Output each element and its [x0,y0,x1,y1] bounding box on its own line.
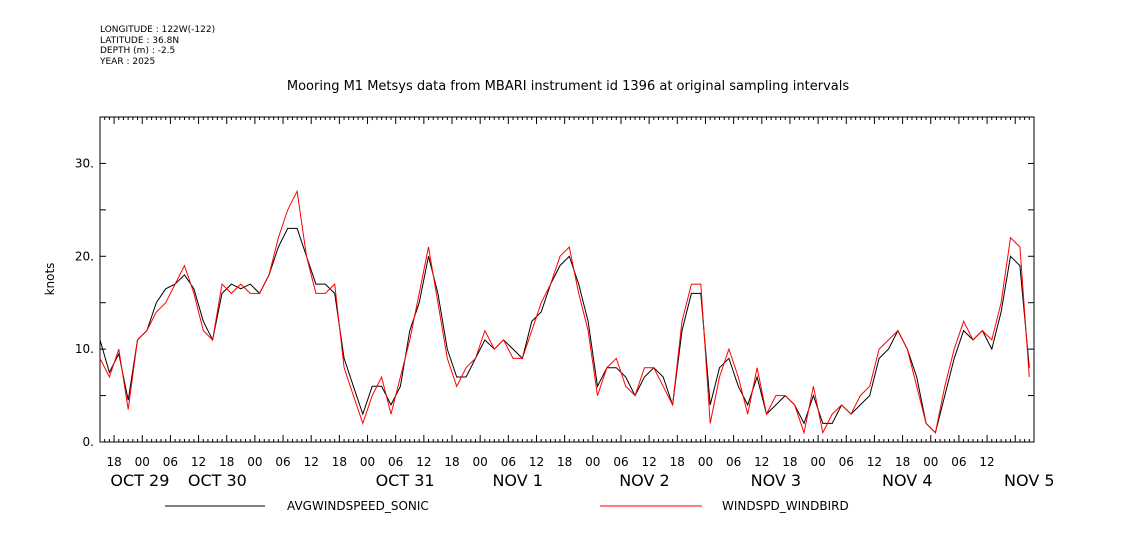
x-day-label: NOV 4 [882,471,933,490]
y-axis-label: knots [43,263,57,296]
series-line-1 [99,189,1030,435]
series-line-0 [99,227,1030,434]
y-tick-label: 20. [75,249,94,263]
x-day-label: OCT 29 [110,471,169,490]
x-day-label: NOV 2 [619,471,670,490]
x-tick-label: 12 [754,455,769,469]
x-tick-label: 00 [135,455,150,469]
depth-text: DEPTH (m) : -2.5 [100,46,176,56]
x-tick-label: 12 [979,455,994,469]
x-tick-label: 18 [332,455,347,469]
x-tick-label: 06 [951,455,966,469]
x-tick-label: 12 [191,455,206,469]
x-tick-label: 00 [923,455,938,469]
y-tick-label: 30. [75,156,94,170]
x-tick-label: 18 [106,455,121,469]
x-day-label: NOV 3 [751,471,802,490]
x-tick-label: 00 [247,455,262,469]
x-tick-label: 00 [810,455,825,469]
x-tick-label: 18 [895,455,910,469]
legend-label: AVGWINDSPEED_SONIC [287,499,429,513]
x-day-label: NOV 1 [492,471,543,490]
x-tick-label: 12 [641,455,656,469]
longitude-text: LONGITUDE : 122W(-122) [100,25,216,35]
x-tick-label: 18 [557,455,572,469]
x-tick-label: 18 [444,455,459,469]
y-tick-label: 0. [83,435,94,449]
x-tick-label: 06 [275,455,290,469]
x-tick-label: 12 [416,455,431,469]
y-tick-label: 10. [75,342,94,356]
x-day-label: OCT 30 [188,471,247,490]
chart-title: Mooring M1 Metsys data from MBARI instru… [287,79,849,94]
legend: AVGWINDSPEED_SONIC WINDSPD_WINDBIRD [165,499,849,513]
plot-frame [99,116,1035,443]
x-tick-label: 00 [585,455,600,469]
x-tick-label: 00 [473,455,488,469]
x-day-label: OCT 31 [376,471,435,490]
x-axis: 18 00 06 12 18 00 06 12 18 00 06 12 18 00 06 12 18 00 06 12… [99,117,1055,490]
x-tick-label: 00 [360,455,375,469]
x-tick-label: 12 [867,455,882,469]
legend-label: WINDSPD_WINDBIRD [722,499,849,513]
x-tick-label: 12 [529,455,544,469]
x-tick-label: 18 [219,455,234,469]
x-day-label: NOV 5 [1004,471,1055,490]
x-tick-label: 18 [782,455,797,469]
x-tick-label: 06 [501,455,516,469]
x-tick-label: 00 [698,455,713,469]
x-tick-label: 18 [670,455,685,469]
metadata-block: LONGITUDE : 122W(-122) LATITUDE : 36.8N … [100,25,215,67]
y-axis: 0. 10. 20. 30. [75,116,1034,449]
series-group [99,189,1030,435]
x-tick-label: 12 [304,455,319,469]
x-tick-label: 06 [163,455,178,469]
x-tick-label: 06 [726,455,741,469]
x-tick-label: 06 [839,455,854,469]
x-tick-label: 06 [388,455,403,469]
year-text: YEAR : 2025 [100,56,156,67]
x-tick-label: 06 [613,455,628,469]
latitude-text: LATITUDE : 36.8N [100,35,180,46]
